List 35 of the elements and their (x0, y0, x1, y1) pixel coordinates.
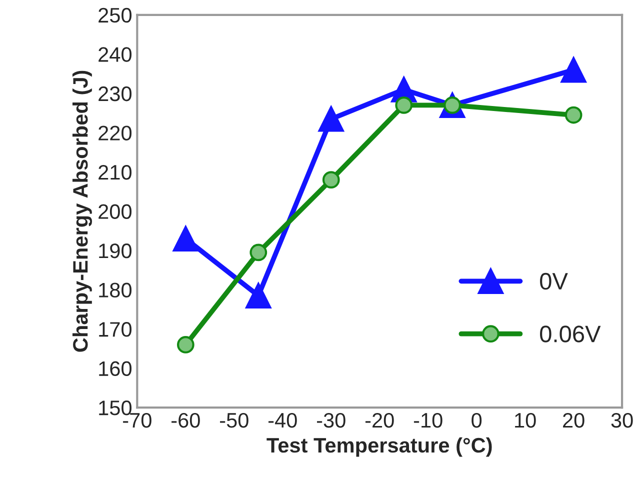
y-tick-label: 220 (98, 126, 132, 140)
x-tick-label: -40 (268, 412, 297, 428)
y-axis-title: Charpy-Energy Absorbed (J) (72, 70, 92, 352)
point (250, 244, 268, 262)
point (322, 171, 340, 188)
x-tick-label: -30 (316, 412, 346, 428)
point (564, 106, 582, 124)
x-tick-label: -60 (172, 412, 200, 428)
y-tick-label: 180 (99, 282, 132, 298)
point (172, 226, 199, 252)
x-tick-label: -50 (220, 412, 248, 428)
y-tick-label: 240 (98, 47, 132, 62)
x-tick-label: -70 (123, 412, 152, 428)
y-tick-label: 250 (98, 8, 132, 23)
point (395, 96, 413, 114)
point (560, 57, 586, 83)
x-tick-label: 30 (611, 412, 633, 428)
x-tick-label: 10 (515, 412, 536, 428)
x-tick-label: 0 (472, 412, 482, 428)
point (318, 106, 344, 132)
point (246, 282, 272, 308)
x-axis-title: Test Tempersature (°C) (266, 437, 492, 457)
y-tick-label: 210 (98, 164, 132, 180)
y-tick-label: 150 (99, 400, 132, 416)
x-tick-label: -10 (414, 412, 442, 428)
y-tick-label: 190 (99, 243, 132, 258)
y-tick-label: 230 (98, 86, 132, 102)
y-tick-label: 200 (98, 204, 132, 219)
legend-label: 0.06V (540, 326, 601, 342)
x-tick-label: -20 (365, 412, 394, 428)
x-tick-label: 20 (563, 412, 584, 428)
legend-label: 0V (540, 272, 568, 290)
point (176, 336, 194, 354)
y-tick-label: 170 (99, 322, 132, 337)
y-tick-label: 160 (99, 361, 132, 376)
